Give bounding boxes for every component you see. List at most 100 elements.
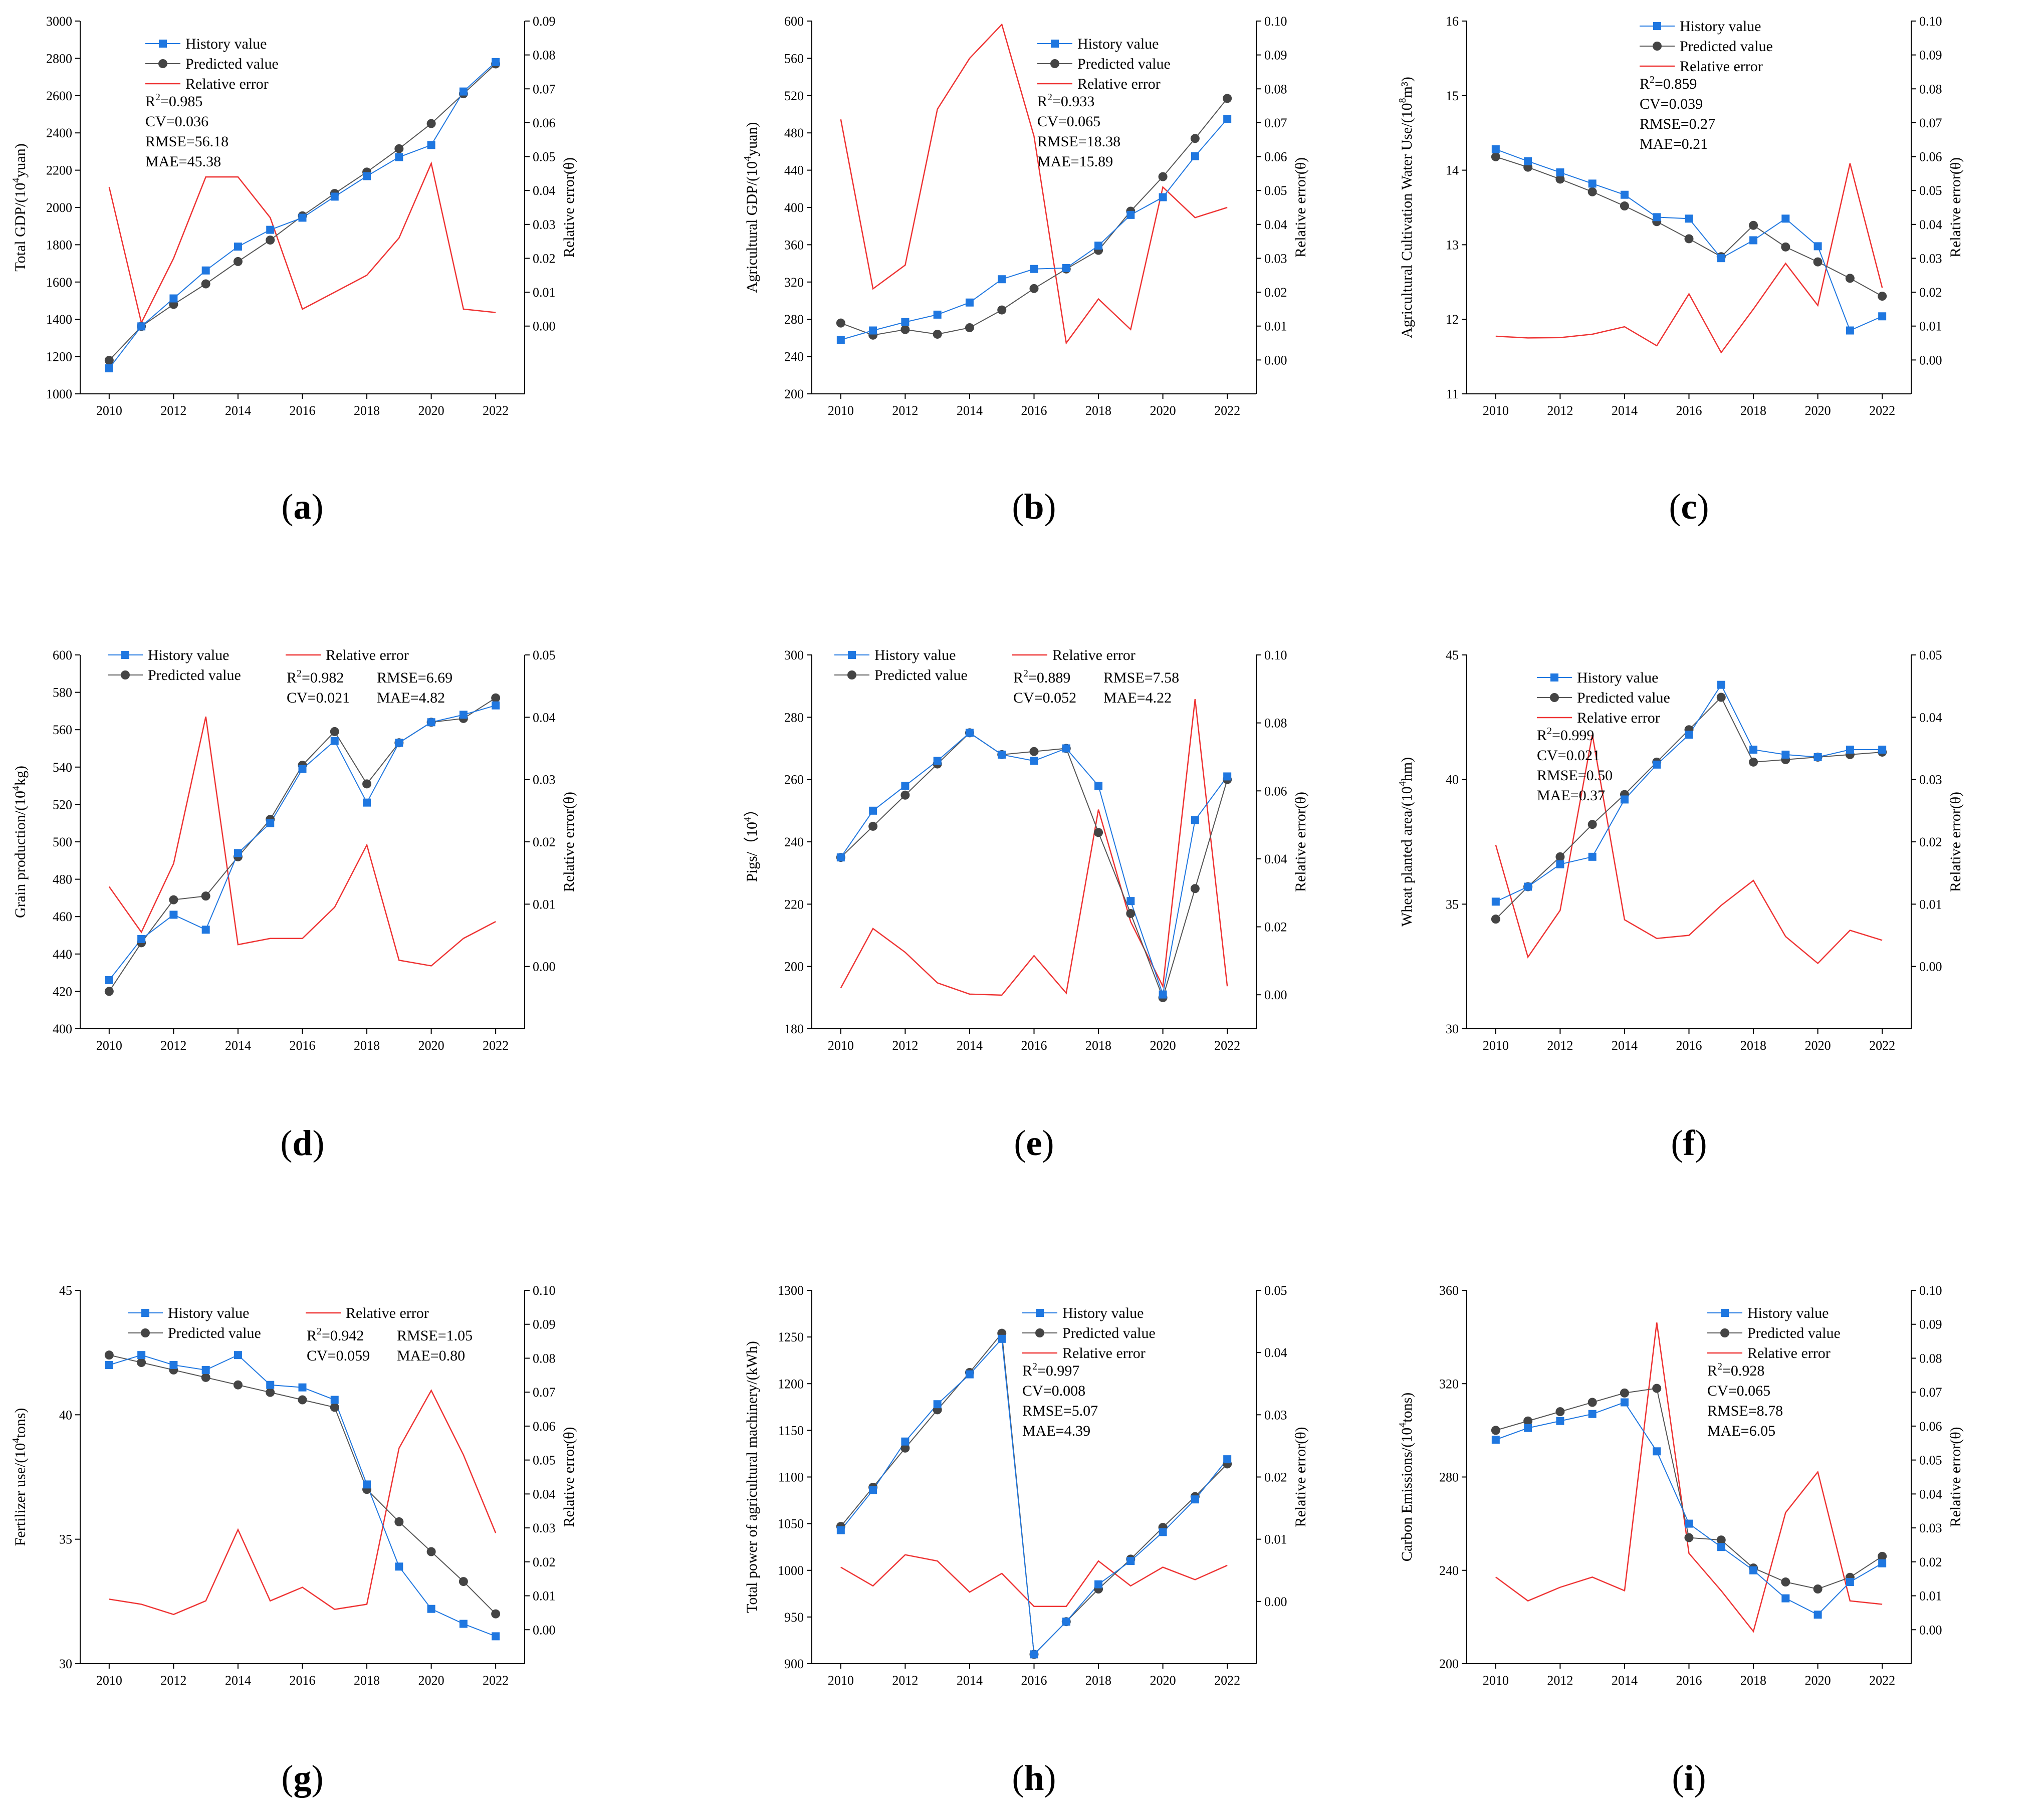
y-right-tick-label: 0.05 <box>1264 183 1287 198</box>
x-tick-label: 2012 <box>160 403 186 418</box>
y-right-tick-label: 0.03 <box>1264 1408 1287 1422</box>
x-tick-label: 2016 <box>1021 1038 1047 1053</box>
x-tick-label: 2018 <box>354 1038 380 1053</box>
stat-mae: MAE=0.80 <box>397 1347 465 1364</box>
panel-caption: (g) <box>282 1758 324 1798</box>
y-right-tick-label: 0.01 <box>1919 319 1942 334</box>
predicted-value-point <box>1491 915 1500 924</box>
history-value-point <box>1491 897 1500 906</box>
y-tick-label: 1100 <box>778 1470 804 1485</box>
stat-rmse: RMSE=18.38 <box>1037 133 1120 150</box>
history-value-point <box>1556 1417 1564 1425</box>
predicted-value-point <box>1845 274 1855 283</box>
x-tick-label: 2010 <box>1483 1673 1509 1688</box>
y-tick-label: 2400 <box>46 126 72 140</box>
x-tick-label: 2018 <box>1740 1673 1766 1688</box>
history-value-point <box>1749 1566 1758 1574</box>
history-value-point <box>1878 745 1887 754</box>
legend-label: Predicted value <box>1577 690 1670 706</box>
history-value-point <box>933 1400 942 1409</box>
history-value-point <box>137 935 146 943</box>
predicted-value-point <box>1190 884 1200 893</box>
y-right-tick-label: 0.05 <box>533 648 556 662</box>
y-right-tick-label: 0.06 <box>1919 150 1942 164</box>
history-value-point <box>427 141 435 149</box>
panel-caption: (i) <box>1672 1758 1706 1798</box>
y-right-tick-label: 0.07 <box>1919 1385 1942 1400</box>
predicted-value-point <box>104 356 114 365</box>
history-value-point <box>427 718 435 727</box>
y-right-axis-title: Relative error(θ) <box>1947 792 1964 892</box>
chart-panel-f: 2010 2012 2014 2016 2018 2020 2022 30 35 40 45 0.00… <box>1397 648 1964 1163</box>
predicted-value-point <box>330 1403 339 1412</box>
legend-marker-history <box>1051 40 1059 48</box>
chart-panel-e: 2010 2012 2014 2016 2018 2020 2022 180 200 220 240… <box>742 647 1309 1163</box>
y-tick-label: 520 <box>784 89 804 103</box>
legend-marker-predicted <box>158 59 167 68</box>
legend-label: History value <box>1680 18 1761 35</box>
history-value-point <box>395 739 403 747</box>
stat-r2: R2=0.997 <box>1022 1361 1079 1379</box>
y-right-tick-label: 0.00 <box>533 960 556 974</box>
series-line-relative-error <box>109 1389 497 1616</box>
y-right-tick-label: 0.04 <box>1264 217 1287 232</box>
history-value-point <box>459 87 468 96</box>
y-right-tick-label: 0.07 <box>533 1385 556 1400</box>
predicted-value-point <box>1813 257 1823 267</box>
series-line-relative-error <box>108 161 496 325</box>
legend-label: Predicted value <box>1062 1325 1156 1341</box>
y-tick-label: 360 <box>784 238 804 252</box>
x-tick-label: 2012 <box>892 403 918 418</box>
predicted-value-point <box>1587 1398 1597 1407</box>
predicted-value-point <box>1491 152 1500 161</box>
panel-caption: (h) <box>1012 1758 1056 1798</box>
y-right-axis-title: Relative error(θ) <box>1292 1427 1309 1527</box>
stat-cv: CV=0.059 <box>307 1347 370 1364</box>
y-right-axis-title: Relative error(θ) <box>1292 157 1309 258</box>
stat-rmse: RMSE=8.78 <box>1707 1403 1783 1419</box>
predicted-value-point <box>201 891 210 901</box>
history-value-point <box>1813 753 1822 761</box>
x-tick-label: 2018 <box>1740 1038 1766 1053</box>
x-tick-label: 2016 <box>1021 403 1047 418</box>
y-tick-label: 3000 <box>46 14 72 29</box>
stat-r2: R2=0.928 <box>1707 1361 1764 1379</box>
stat-r2: R2=0.933 <box>1037 92 1094 110</box>
series-line-history-value <box>840 118 1228 341</box>
predicted-value-point <box>1878 1551 1887 1561</box>
y-right-tick-label: 0.10 <box>533 1283 556 1298</box>
y-right-tick-label: 0.04 <box>1264 852 1287 866</box>
history-value-point <box>1062 744 1070 753</box>
legend-label: History value <box>1577 669 1658 686</box>
predicted-value-point <box>201 1373 210 1382</box>
stat-cv: CV=0.039 <box>1640 96 1703 112</box>
y-right-tick-label: 0.03 <box>1919 1521 1942 1535</box>
stat-r2: R2=0.999 <box>1537 726 1594 744</box>
history-value-point <box>1878 1559 1887 1567</box>
history-value-point <box>1813 242 1822 251</box>
chart-panel-g: 2010 2012 2014 2016 2018 2020 2022 30 35 40 45 0.00… <box>11 1283 577 1798</box>
y-right-tick-label: 0.04 <box>533 183 556 198</box>
history-value-point <box>1094 1580 1103 1588</box>
history-value-point <box>1846 745 1854 754</box>
x-tick-label: 2012 <box>892 1038 918 1053</box>
stat-mae: MAE=6.05 <box>1707 1423 1775 1439</box>
predicted-value-point <box>1029 284 1039 293</box>
legend-label: Relative error <box>1747 1345 1831 1361</box>
x-tick-label: 2022 <box>483 1038 509 1053</box>
x-tick-label: 2014 <box>957 1038 983 1053</box>
predicted-value-point <box>426 1547 436 1556</box>
legend-label: Relative error <box>1577 710 1660 726</box>
y-tick-label: 420 <box>53 984 72 999</box>
y-tick-label: 1000 <box>778 1563 804 1578</box>
series-line-relative-error <box>1495 163 1883 354</box>
x-tick-label: 2020 <box>1150 1673 1176 1688</box>
history-value-point <box>1878 312 1887 321</box>
predicted-value-point <box>1158 172 1168 181</box>
predicted-value-point <box>933 329 942 339</box>
legend-label: History value <box>1077 36 1159 52</box>
x-tick-label: 2016 <box>290 1038 316 1053</box>
y-tick-label: 2000 <box>46 200 72 215</box>
y-right-tick-label: 0.03 <box>1919 251 1942 266</box>
